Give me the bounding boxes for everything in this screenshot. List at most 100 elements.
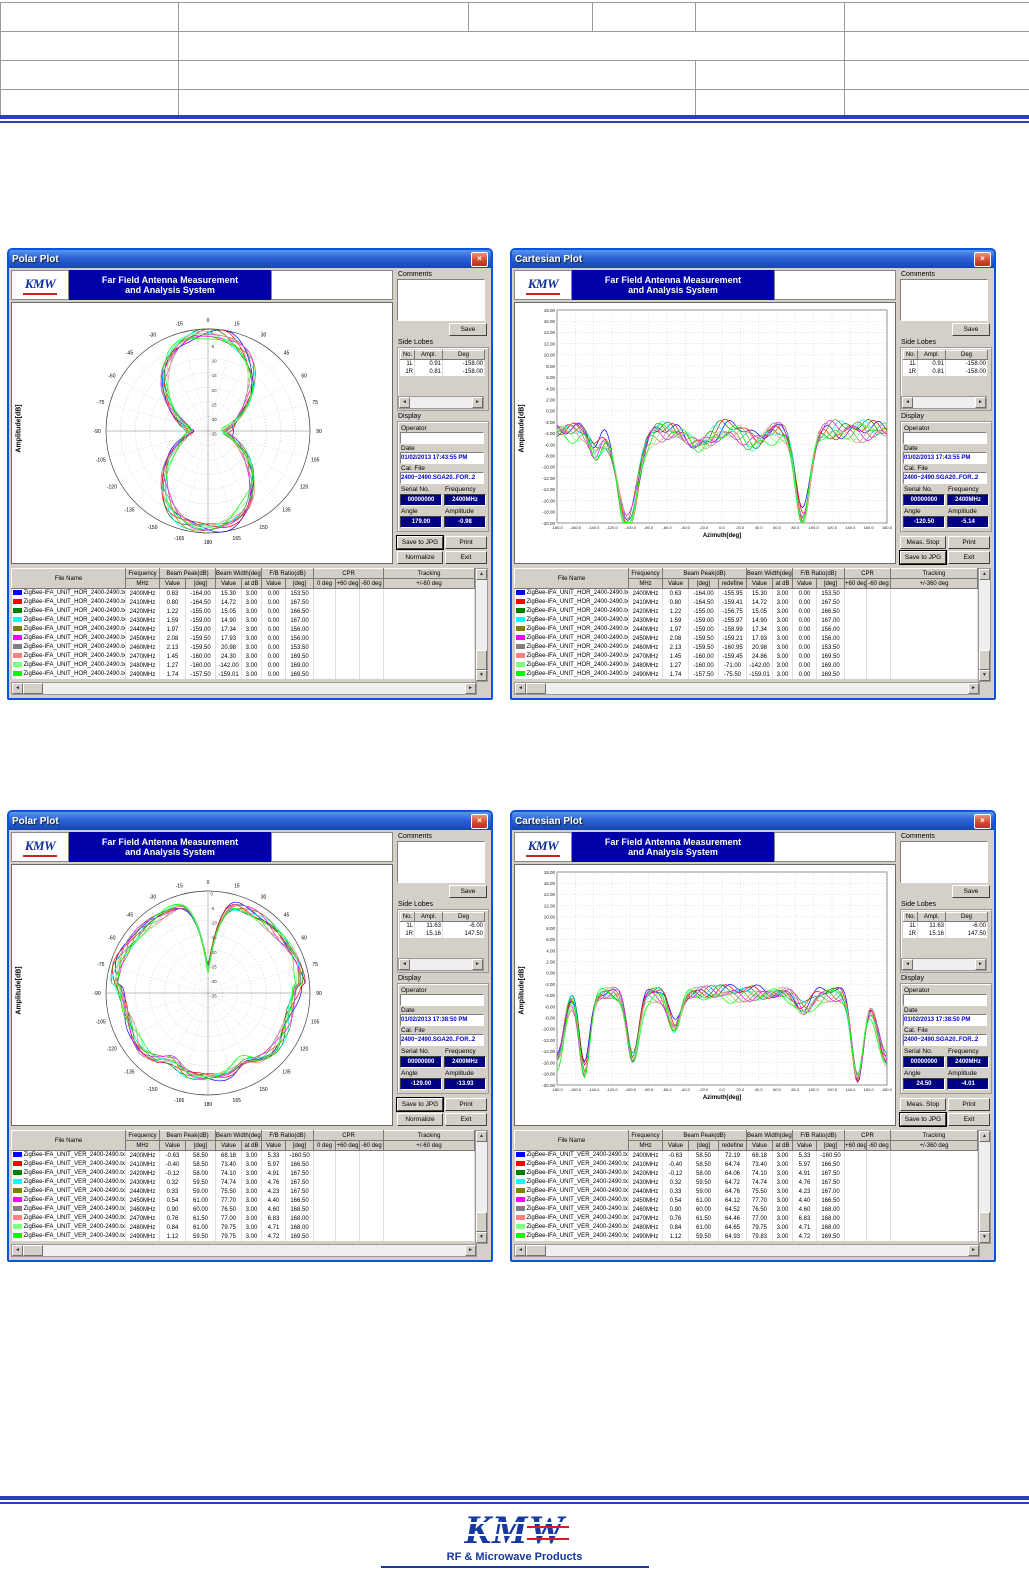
result-row[interactable]: ZigBee-IFA_UNIT_VER_2400-2490.txt 2450MHz… <box>11 1196 475 1205</box>
scroll-thumb[interactable] <box>23 1245 43 1256</box>
result-row[interactable]: ZigBee-IFA_UNIT_HOR_2400-2490.txt 2470MHz… <box>11 652 475 661</box>
side-lobe-row[interactable]: 1L 0.91 -158.00 <box>400 359 485 368</box>
action-button-4[interactable]: Exit <box>948 551 990 564</box>
result-row[interactable]: ZigBee-IFA_UNIT_HOR_2400-2490.txt 2420MHz… <box>514 607 978 616</box>
scroll-up-icon[interactable]: ▲ <box>476 569 487 580</box>
scroll-down-icon[interactable]: ▼ <box>476 670 487 681</box>
result-row[interactable]: ZigBee-IFA_UNIT_VER_2400-2490.txt 2430MHz… <box>11 1178 475 1187</box>
action-button-3[interactable]: Save to JPG <box>899 1112 947 1127</box>
action-button-3[interactable]: Normalize <box>397 551 443 564</box>
action-button-2[interactable]: Print <box>948 536 990 549</box>
comments-input[interactable] <box>900 279 988 321</box>
result-row[interactable]: ZigBee-IFA_UNIT_HOR_2400-2490.txt 2490MHz… <box>514 670 978 679</box>
results-vertical-scrollbar[interactable]: ▲ ▼ <box>978 1130 991 1244</box>
side-lobes-scrollbar[interactable]: ◄ ► <box>901 396 987 409</box>
result-row[interactable]: ZigBee-IFA_UNIT_VER_2400-2490.txt 2470MHz… <box>514 1214 978 1223</box>
side-lobe-row[interactable]: 1L 0.91 -158.00 <box>903 359 988 368</box>
result-row[interactable]: ZigBee-IFA_UNIT_HOR_2400-2490.txt 2440MHz… <box>11 625 475 634</box>
action-button-1[interactable]: Save to JPG <box>396 1097 444 1112</box>
window-titlebar[interactable]: Polar Plot × <box>9 250 491 268</box>
side-lobe-row[interactable]: 1R 0.81 -158.00 <box>903 368 988 376</box>
comments-input[interactable] <box>397 841 485 883</box>
side-lobe-row[interactable]: 1L 11.63 -6.00 <box>903 921 988 930</box>
result-row[interactable]: ZigBee-IFA_UNIT_HOR_2400-2490.txt 2430MHz… <box>514 616 978 625</box>
result-row[interactable]: ZigBee-IFA_UNIT_VER_2400-2490.txt 2480MHz… <box>514 1223 978 1232</box>
scroll-up-icon[interactable]: ▲ <box>476 1131 487 1142</box>
action-button-3[interactable]: Normalize <box>397 1113 443 1126</box>
result-row[interactable]: ZigBee-IFA_UNIT_HOR_2400-2490.txt 2410MHz… <box>11 598 475 607</box>
result-row[interactable]: ZigBee-IFA_UNIT_VER_2400-2490.txt 2400MHz… <box>514 1150 978 1160</box>
results-horizontal-scrollbar[interactable]: ◄ ► <box>11 1244 477 1257</box>
action-button-3[interactable]: Save to JPG <box>899 550 947 565</box>
scroll-thumb[interactable] <box>526 1245 546 1256</box>
scroll-right-icon[interactable]: ► <box>968 1245 979 1256</box>
result-row[interactable]: ZigBee-IFA_UNIT_HOR_2400-2490.txt 2450MHz… <box>514 634 978 643</box>
result-row[interactable]: ZigBee-IFA_UNIT_VER_2400-2490.txt 2410MHz… <box>11 1160 475 1169</box>
scroll-thumb[interactable] <box>526 683 546 694</box>
results-horizontal-scrollbar[interactable]: ◄ ► <box>514 1244 980 1257</box>
scroll-left-icon[interactable]: ◄ <box>515 1245 526 1256</box>
close-icon[interactable]: × <box>471 813 488 829</box>
action-button-4[interactable]: Exit <box>445 1113 487 1126</box>
scroll-left-icon[interactable]: ◄ <box>399 959 410 970</box>
result-row[interactable]: ZigBee-IFA_UNIT_VER_2400-2490.txt 2460MHz… <box>514 1205 978 1214</box>
action-button-2[interactable]: Print <box>445 536 487 549</box>
results-vertical-scrollbar[interactable]: ▲ ▼ <box>475 568 488 682</box>
result-row[interactable]: ZigBee-IFA_UNIT_VER_2400-2490.txt 2470MHz… <box>11 1214 475 1223</box>
result-row[interactable]: ZigBee-IFA_UNIT_HOR_2400-2490.txt 2430MHz… <box>11 616 475 625</box>
save-comments-button[interactable]: Save <box>449 885 487 898</box>
result-row[interactable]: ZigBee-IFA_UNIT_VER_2400-2490.txt 2440MHz… <box>11 1187 475 1196</box>
window-titlebar[interactable]: Polar Plot × <box>9 812 491 830</box>
results-vertical-scrollbar[interactable]: ▲ ▼ <box>475 1130 488 1244</box>
scroll-right-icon[interactable]: ► <box>975 959 986 970</box>
operator-input[interactable] <box>903 994 987 1006</box>
scroll-left-icon[interactable]: ◄ <box>12 1245 23 1256</box>
close-icon[interactable]: × <box>471 251 488 267</box>
result-row[interactable]: ZigBee-IFA_UNIT_HOR_2400-2490.txt 2480MHz… <box>11 661 475 670</box>
action-button-1[interactable]: Save to JPG <box>396 535 444 550</box>
result-row[interactable]: ZigBee-IFA_UNIT_HOR_2400-2490.txt 2420MHz… <box>11 607 475 616</box>
scroll-down-icon[interactable]: ▼ <box>476 1232 487 1243</box>
side-lobe-row[interactable]: 1R 15.16 147.50 <box>903 930 988 938</box>
scroll-right-icon[interactable]: ► <box>465 683 476 694</box>
scroll-left-icon[interactable]: ◄ <box>515 683 526 694</box>
scroll-thumb[interactable] <box>476 650 487 670</box>
scroll-down-icon[interactable]: ▼ <box>979 1232 990 1243</box>
window-titlebar[interactable]: Cartesian Plot × <box>512 250 994 268</box>
scroll-thumb[interactable] <box>979 650 990 670</box>
scroll-right-icon[interactable]: ► <box>975 397 986 408</box>
operator-input[interactable] <box>400 432 484 444</box>
scroll-left-icon[interactable]: ◄ <box>399 397 410 408</box>
result-row[interactable]: ZigBee-IFA_UNIT_HOR_2400-2490.txt 2460MHz… <box>514 643 978 652</box>
result-row[interactable]: ZigBee-IFA_UNIT_HOR_2400-2490.txt 2470MHz… <box>514 652 978 661</box>
result-row[interactable]: ZigBee-IFA_UNIT_HOR_2400-2490.txt 2400MHz… <box>11 588 475 598</box>
scroll-right-icon[interactable]: ► <box>472 397 483 408</box>
results-horizontal-scrollbar[interactable]: ◄ ► <box>11 682 477 695</box>
side-lobes-scrollbar[interactable]: ◄ ► <box>398 396 484 409</box>
scroll-right-icon[interactable]: ► <box>968 683 979 694</box>
result-row[interactable]: ZigBee-IFA_UNIT_VER_2400-2490.txt 2490MHz… <box>514 1232 978 1241</box>
window-titlebar[interactable]: Cartesian Plot × <box>512 812 994 830</box>
action-button-2[interactable]: Print <box>445 1098 487 1111</box>
action-button-4[interactable]: Exit <box>445 551 487 564</box>
result-row[interactable]: ZigBee-IFA_UNIT_VER_2400-2490.txt 2480MHz… <box>11 1223 475 1232</box>
scroll-left-icon[interactable]: ◄ <box>902 959 913 970</box>
operator-input[interactable] <box>400 994 484 1006</box>
result-row[interactable]: ZigBee-IFA_UNIT_HOR_2400-2490.txt 2410MHz… <box>514 598 978 607</box>
save-comments-button[interactable]: Save <box>449 323 487 336</box>
scroll-thumb[interactable] <box>23 683 43 694</box>
comments-input[interactable] <box>397 279 485 321</box>
result-row[interactable]: ZigBee-IFA_UNIT_VER_2400-2490.txt 2490MHz… <box>11 1232 475 1241</box>
action-button-2[interactable]: Print <box>948 1098 990 1111</box>
result-row[interactable]: ZigBee-IFA_UNIT_HOR_2400-2490.txt 2400MHz… <box>514 588 978 598</box>
result-row[interactable]: ZigBee-IFA_UNIT_HOR_2400-2490.txt 2490MHz… <box>11 670 475 679</box>
close-icon[interactable]: × <box>974 251 991 267</box>
side-lobe-row[interactable]: 1L 11.63 -6.00 <box>400 921 485 930</box>
result-row[interactable]: ZigBee-IFA_UNIT_VER_2400-2490.txt 2400MHz… <box>11 1150 475 1160</box>
action-button-4[interactable]: Exit <box>948 1113 990 1126</box>
result-row[interactable]: ZigBee-IFA_UNIT_VER_2400-2490.txt 2450MHz… <box>514 1196 978 1205</box>
side-lobes-scrollbar[interactable]: ◄ ► <box>398 958 484 971</box>
scroll-down-icon[interactable]: ▼ <box>979 670 990 681</box>
scroll-right-icon[interactable]: ► <box>472 959 483 970</box>
result-row[interactable]: ZigBee-IFA_UNIT_VER_2400-2490.txt 2420MHz… <box>11 1169 475 1178</box>
